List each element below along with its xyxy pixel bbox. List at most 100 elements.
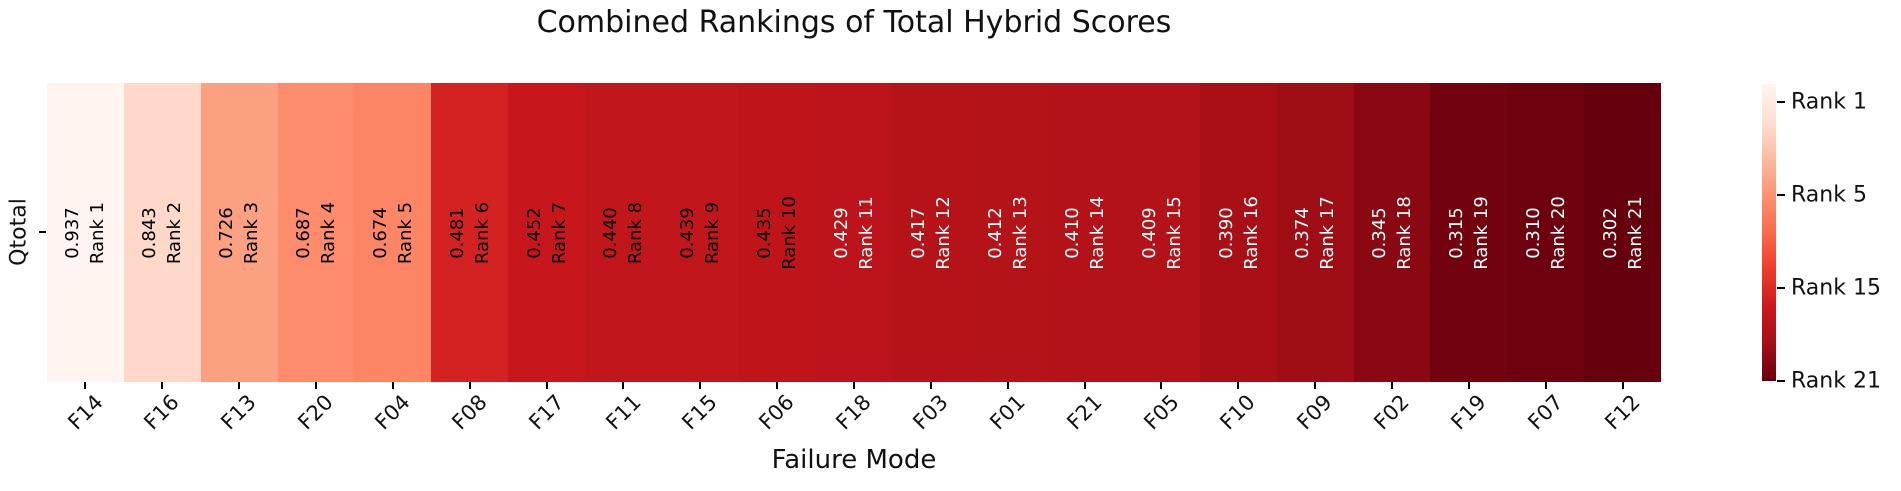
x-tick-label: F08	[447, 390, 492, 435]
heatmap: 0.937 Rank 1 0.843 Rank 2 0.726 Rank 3 0.687 Ra…	[47, 83, 1662, 382]
cell-score-label: 0.374	[1292, 206, 1314, 259]
cell-score-label: 0.302	[1599, 206, 1621, 259]
heatmap-cell: 0.452 Rank 7	[508, 83, 586, 382]
cell-score-label: 0.440	[600, 206, 622, 259]
x-tick-mark	[929, 382, 932, 389]
x-tick-mark	[1544, 382, 1547, 389]
heatmap-cell: 0.409 Rank 15	[1123, 83, 1200, 382]
x-tick-label: F13	[216, 390, 262, 435]
x-tick-mark	[391, 382, 394, 389]
cell-rank-label: Rank 12	[932, 195, 954, 270]
colorbar-tick-label: Rank 21	[1791, 368, 1881, 394]
chart-title: Combined Rankings of Total Hybrid Scores	[536, 5, 1172, 40]
heatmap-cell: 0.674 Rank 5	[354, 83, 432, 382]
heatmap-cell: 0.429 Rank 11	[815, 83, 893, 382]
x-tick-label: F10	[1215, 390, 1261, 435]
colorbar-tick-label: Rank 1	[1791, 89, 1867, 115]
x-tick-label: F11	[600, 390, 646, 435]
cell-rank-label: Rank 14	[1086, 195, 1108, 270]
cell-rank-label: Rank 5	[394, 201, 416, 264]
heatmap-cell: 0.843 Rank 2	[123, 83, 201, 382]
x-tick-label: F07	[1523, 390, 1568, 435]
x-tick-label: F19	[1446, 390, 1491, 435]
x-tick-mark	[1237, 382, 1240, 389]
x-tick-mark	[315, 382, 317, 389]
cell-rank-label: Rank 11	[856, 195, 878, 270]
x-tick-label: F03	[908, 390, 953, 435]
x-tick-label: F21	[1062, 390, 1107, 435]
x-tick-mark	[699, 382, 702, 389]
x-tick-mark	[1006, 382, 1009, 389]
x-tick-mark	[776, 382, 779, 389]
cell-score-label: 0.481	[446, 206, 468, 259]
x-tick-mark	[1621, 382, 1624, 389]
x-tick-label: F17	[524, 390, 569, 435]
cell-rank-label: Rank 16	[1240, 195, 1262, 270]
cell-score-label: 0.674	[369, 206, 391, 259]
colorbar	[1762, 84, 1776, 381]
colorbar-tick-mark	[1777, 380, 1785, 382]
heatmap-cell: 0.726 Rank 3	[200, 83, 278, 382]
heatmap-cell: 0.481 Rank 6	[431, 83, 509, 382]
heatmap-cell: 0.302 Rank 21	[1584, 83, 1662, 382]
x-tick-mark	[545, 382, 548, 389]
cell-score-label: 0.439	[677, 206, 699, 259]
cell-score-label: 0.726	[216, 206, 238, 259]
cell-score-label: 0.937	[62, 206, 84, 259]
heatmap-cell: 0.417 Rank 12	[892, 83, 970, 382]
y-axis-label: Qtotal	[6, 198, 32, 266]
heatmap-cell: 0.374 Rank 17	[1276, 83, 1354, 382]
x-tick-mark	[1467, 382, 1470, 389]
cell-rank-label: Rank 10	[779, 195, 801, 270]
x-axis-label: Failure Mode	[771, 445, 937, 475]
heatmap-cell: 0.315 Rank 19	[1430, 83, 1508, 382]
x-tick-label: F01	[985, 390, 1030, 435]
x-tick-label: F06	[754, 390, 800, 435]
cell-score-label: 0.435	[754, 206, 776, 259]
y-tick-mark	[39, 231, 46, 233]
x-tick-mark	[622, 382, 625, 389]
x-tick-mark	[161, 382, 164, 389]
x-tick-label: F09	[1292, 390, 1338, 435]
heatmap-cell: 0.440 Rank 8	[585, 83, 662, 382]
x-tick-label: F16	[139, 390, 185, 435]
cell-rank-label: Rank 9	[702, 201, 724, 264]
heatmap-cell: 0.345 Rank 18	[1353, 83, 1431, 382]
cell-score-label: 0.315	[1445, 206, 1467, 259]
x-tick-mark	[468, 382, 471, 389]
x-tick-mark	[1160, 382, 1163, 389]
cell-score-label: 0.409	[1138, 206, 1160, 259]
x-tick-mark	[238, 382, 241, 389]
heatmap-cell: 0.439 Rank 9	[661, 83, 739, 382]
cell-rank-label: Rank 1	[87, 201, 109, 264]
x-tick-mark	[84, 382, 87, 389]
cell-score-label: 0.843	[139, 206, 161, 259]
cell-score-label: 0.687	[293, 206, 314, 259]
cell-rank-label: Rank 21	[1624, 195, 1646, 270]
cell-rank-label: Rank 6	[471, 201, 493, 264]
cell-rank-label: Rank 8	[625, 201, 647, 264]
heatmap-cell: 0.687 Rank 4	[277, 83, 355, 382]
cell-rank-label: Rank 20	[1547, 195, 1569, 270]
x-tick-mark	[1391, 382, 1393, 389]
cell-score-label: 0.417	[907, 206, 929, 259]
heatmap-cell: 0.412 Rank 13	[969, 83, 1047, 382]
colorbar-tick-mark	[1777, 287, 1785, 290]
cell-score-label: 0.390	[1215, 206, 1237, 259]
x-tick-label: F15	[677, 390, 723, 435]
x-tick-label: F04	[370, 390, 415, 435]
x-tick-label: F20	[293, 390, 338, 435]
x-tick-mark	[853, 382, 855, 389]
x-tick-mark	[1314, 382, 1317, 389]
cell-score-label: 0.452	[523, 206, 545, 259]
cell-rank-label: Rank 15	[1163, 195, 1185, 270]
x-tick-label: F18	[831, 390, 876, 435]
cell-rank-label: Rank 3	[241, 201, 263, 264]
heatmap-cell: 0.410 Rank 14	[1046, 83, 1124, 382]
cell-rank-label: Rank 13	[1009, 195, 1031, 270]
x-tick-label: F02	[1369, 390, 1414, 435]
x-tick-label: F14	[62, 390, 108, 435]
colorbar-tick-label: Rank 5	[1791, 182, 1867, 208]
heatmap-cell: 0.937 Rank 1	[47, 83, 124, 382]
